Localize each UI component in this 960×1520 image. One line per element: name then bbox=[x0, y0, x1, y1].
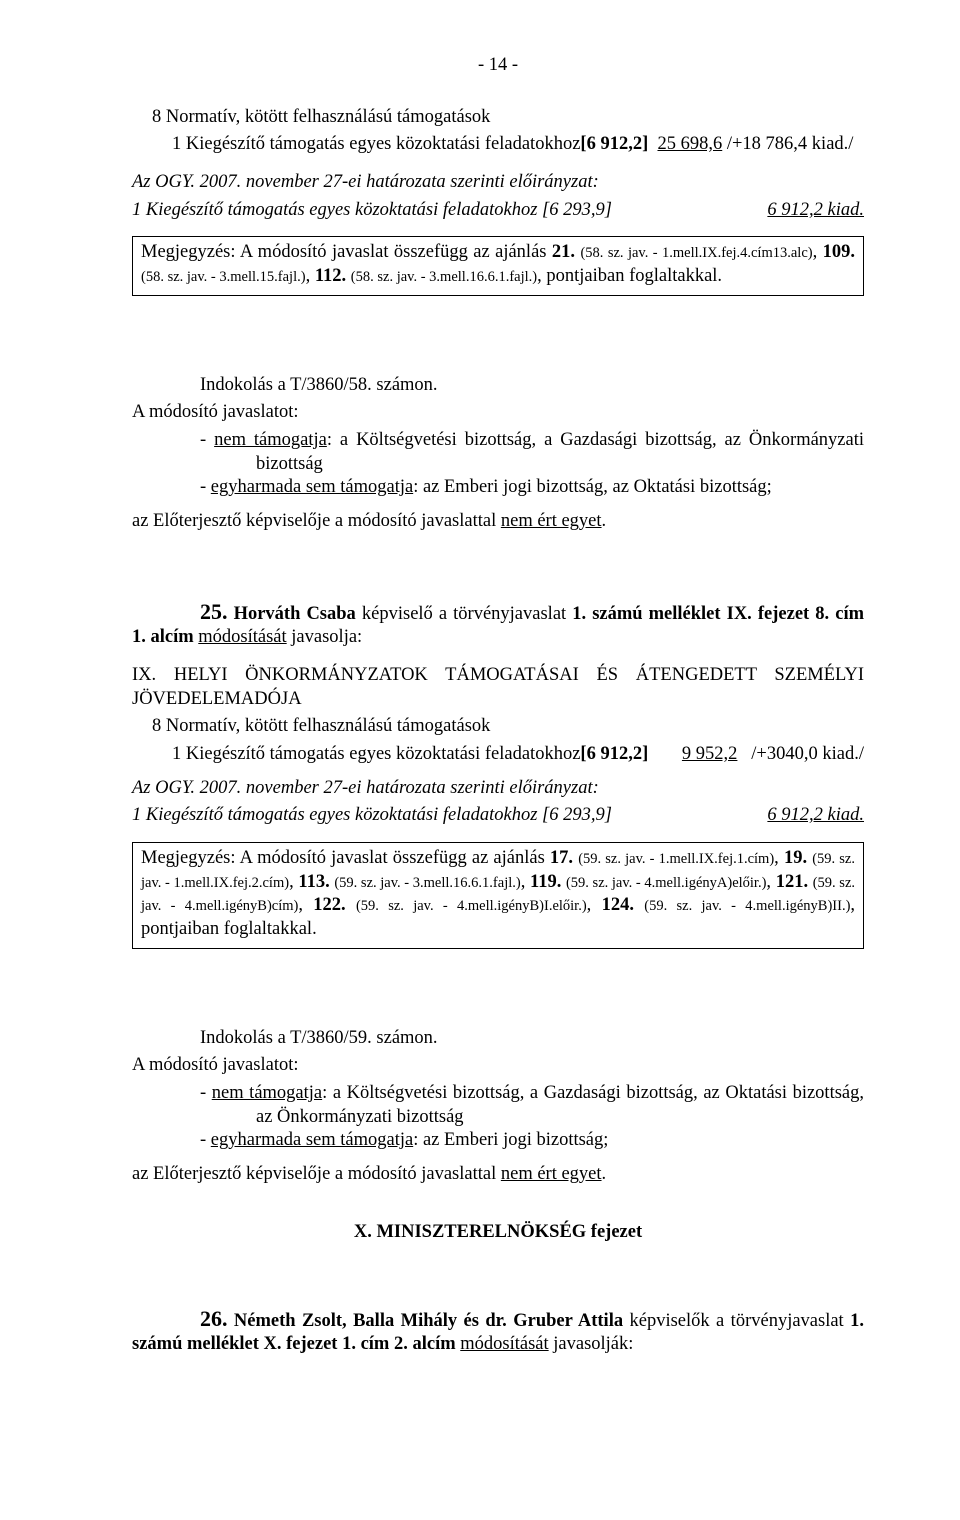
n1-t3: , bbox=[306, 266, 315, 286]
b1-ei-left: 1 Kiegészítő támogatás egyes közoktatási… bbox=[132, 199, 749, 223]
n1-b2: 109. bbox=[823, 242, 855, 262]
n2-b5: 121. bbox=[776, 872, 813, 892]
sec25-name: Horváth Csaba bbox=[228, 604, 362, 624]
sec25-l1-code: [6 912,2] bbox=[580, 744, 648, 764]
sec25-tail: javasolja: bbox=[287, 627, 363, 647]
b1-azogy: Az OGY. 2007. november 27-ei határozata … bbox=[132, 171, 864, 195]
b1-ei-right: 6 912,2 kiad. bbox=[749, 199, 864, 223]
b1-line2-code: [6 912,2] bbox=[580, 134, 648, 154]
note-box-1: Megjegyzés: A módosító javaslat összefüg… bbox=[132, 236, 864, 295]
n1-s3: (58. sz. jav. - 3.mell.16.6.1.fajl.) bbox=[351, 269, 537, 285]
sec26-head: 26. Németh Zsolt, Balla Mihály és dr. Gr… bbox=[132, 1305, 864, 1357]
sec25-ix: IX. HELYI ÖNKORMÁNYZATOK TÁMOGATÁSAI ÉS … bbox=[132, 664, 864, 711]
n2-s3: (59. sz. jav. - 3.mell.16.6.1.fajl.) bbox=[334, 875, 520, 891]
n2-t3: , bbox=[289, 872, 298, 892]
n2-t2: , bbox=[774, 848, 784, 868]
sec25-l1-left: 1 Kiegészítő támogatás egyes közoktatási… bbox=[172, 743, 664, 767]
n2-b7: 124. bbox=[602, 895, 645, 915]
ind2-closing: az Előterjesztő képviselője a módosító j… bbox=[132, 1163, 864, 1187]
ind1-title: Indokolás a T/3860/58. számon. bbox=[132, 374, 864, 398]
n2-b3: 113. bbox=[298, 872, 334, 892]
sec25-num: 25. bbox=[200, 599, 228, 624]
n2-b6: 122. bbox=[313, 895, 356, 915]
ind2-amod: A módosító javaslatot: bbox=[132, 1054, 864, 1078]
n1-t4: , pontjaiban foglaltakkal. bbox=[537, 266, 722, 286]
ind1-committees: - nem támogatja: a Költségvetési bizotts… bbox=[132, 429, 864, 500]
ind2-closing-post: . bbox=[602, 1164, 607, 1184]
n1-s2: (58. sz. jav. - 3.mell.15.fajl.) bbox=[141, 269, 306, 285]
n2-s4: (59. sz. jav. - 4.mell.igényA)előir.) bbox=[566, 875, 766, 891]
sec26-num: 26. bbox=[200, 1306, 228, 1331]
note-box-2: Megjegyzés: A módosító javaslat összefüg… bbox=[132, 842, 864, 949]
sec25-l1-val1: 9 952,2 bbox=[682, 744, 738, 764]
b1-line2-pre: 1 Kiegészítő támogatás egyes közoktatási… bbox=[172, 134, 580, 154]
b1-line2-val1: 25 698,6 bbox=[657, 134, 722, 154]
ind2-title: Indokolás a T/3860/59. számon. bbox=[132, 1027, 864, 1051]
n2-s6: (59. sz. jav. - 4.mell.igényB)I.előir.) bbox=[356, 898, 587, 914]
ind1-closing-post: . bbox=[602, 511, 607, 531]
sec25-l1-pre: 1 Kiegészítő támogatás egyes közoktatási… bbox=[172, 744, 580, 764]
n2-t1: Megjegyzés: A módosító javaslat összefüg… bbox=[141, 848, 550, 868]
sec25-head: 25. Horváth Csaba képviselő a törvényjav… bbox=[132, 598, 864, 650]
n2-t5: , bbox=[766, 872, 775, 892]
sec26-modul: módosítását bbox=[460, 1334, 548, 1354]
sec25-l8: 8 Normatív, kötött felhasználású támogat… bbox=[132, 715, 864, 739]
ind1-closing-pre: az Előterjesztő képviselője a módosító j… bbox=[132, 511, 501, 531]
n2-s1: (59. sz. jav. - 1.mell.IX.fej.1.cím) bbox=[578, 851, 774, 867]
page: - 14 - 8 Normatív, kötött felhasználású … bbox=[0, 0, 960, 1520]
sec26-tail: javasolják: bbox=[549, 1334, 634, 1354]
b1-ei-row: 1 Kiegészítő támogatás egyes közoktatási… bbox=[132, 199, 864, 223]
n1-t1: Megjegyzés: A módosító javaslat összefüg… bbox=[141, 242, 552, 262]
sec25-modul: módosítását bbox=[198, 627, 286, 647]
sec26-names: Németh Zsolt, Balla Mihály és dr. Gruber… bbox=[228, 1311, 630, 1331]
ind1-c1: - nem támogatja: a Költségvetési bizotts… bbox=[200, 429, 864, 476]
sec25-ei-left: 1 Kiegészítő támogatás egyes közoktatási… bbox=[132, 804, 749, 828]
sec26-mid1: képviselők a törvényjavaslat bbox=[630, 1311, 851, 1331]
n2-b1: 17. bbox=[550, 848, 578, 868]
sec25-mid1: képviselő a törvényjavaslat bbox=[362, 604, 572, 624]
ind1-c2: - egyharmada sem támogatja: az Emberi jo… bbox=[200, 476, 864, 500]
sec25-l1-row: 1 Kiegészítő támogatás egyes közoktatási… bbox=[132, 743, 864, 767]
n1-s1: (58. sz. jav. - 1.mell.IX.fej.4.cím13.al… bbox=[580, 245, 812, 261]
b1-line1: 8 Normatív, kötött felhasználású támogat… bbox=[132, 106, 864, 130]
n2-t7: , bbox=[587, 895, 602, 915]
sec25-ei-right: 6 912,2 kiad. bbox=[749, 804, 864, 828]
sec25-l1-right: 9 952,2 /+3040,0 kiad./ bbox=[664, 743, 864, 767]
n1-b3: 112. bbox=[315, 266, 351, 286]
ind2-c2: - egyharmada sem támogatja: az Emberi jo… bbox=[200, 1129, 864, 1153]
sec25-ei-row: 1 Kiegészítő támogatás egyes közoktatási… bbox=[132, 804, 864, 828]
n2-s7: (59. sz. jav. - 4.mell.igényB)II.) bbox=[644, 898, 850, 914]
n2-b4: 119. bbox=[530, 872, 566, 892]
n2-b2: 19. bbox=[784, 848, 812, 868]
b1-line2-val2: /+18 786,4 kiad./ bbox=[727, 134, 854, 154]
n2-t4: , bbox=[521, 872, 530, 892]
ind1-closing-ul: nem ért egyet bbox=[501, 511, 602, 531]
sec25-azogy: Az OGY. 2007. november 27-ei határozata … bbox=[132, 777, 864, 801]
b1-line2: 1 Kiegészítő támogatás egyes közoktatási… bbox=[132, 133, 864, 157]
ind2-closing-ul: nem ért egyet bbox=[501, 1164, 602, 1184]
n1-t2: , bbox=[813, 242, 823, 262]
page-number: - 14 - bbox=[132, 54, 864, 78]
sec25-l1-val2: /+3040,0 kiad./ bbox=[751, 744, 864, 764]
ind2-closing-pre: az Előterjesztő képviselője a módosító j… bbox=[132, 1164, 501, 1184]
heading-x: X. MINISZTERELNÖKSÉG fejezet bbox=[132, 1221, 864, 1245]
n2-t6: , bbox=[298, 895, 313, 915]
ind1-amod: A módosító javaslatot: bbox=[132, 401, 864, 425]
ind1-closing: az Előterjesztő képviselője a módosító j… bbox=[132, 510, 864, 534]
n1-b1: 21. bbox=[552, 242, 581, 262]
ind2-c1: - nem támogatja: a Költségvetési bizotts… bbox=[200, 1082, 864, 1129]
ind2-committees: - nem támogatja: a Költségvetési bizotts… bbox=[132, 1082, 864, 1153]
